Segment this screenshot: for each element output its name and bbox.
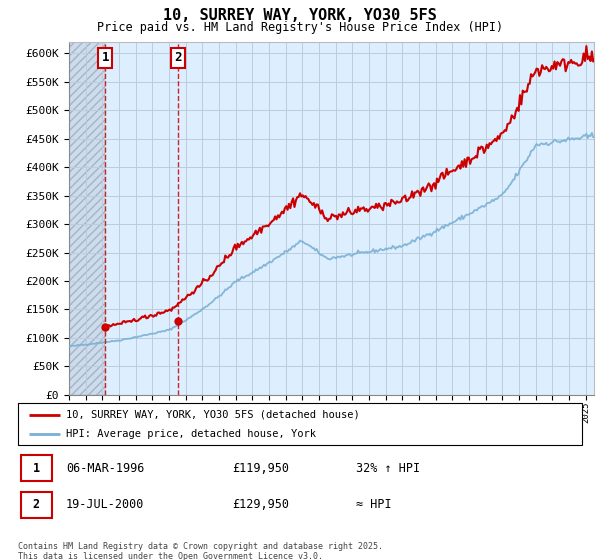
Text: 1: 1 bbox=[101, 52, 109, 64]
Text: 2: 2 bbox=[33, 498, 40, 511]
Text: 32% ↑ HPI: 32% ↑ HPI bbox=[356, 461, 421, 475]
FancyBboxPatch shape bbox=[21, 455, 52, 481]
Text: 2: 2 bbox=[175, 52, 182, 64]
FancyBboxPatch shape bbox=[21, 492, 52, 517]
Text: £129,950: £129,950 bbox=[232, 498, 289, 511]
Text: ≈ HPI: ≈ HPI bbox=[356, 498, 392, 511]
Text: HPI: Average price, detached house, York: HPI: Average price, detached house, York bbox=[66, 429, 316, 439]
Text: Price paid vs. HM Land Registry's House Price Index (HPI): Price paid vs. HM Land Registry's House … bbox=[97, 21, 503, 34]
FancyBboxPatch shape bbox=[18, 403, 582, 445]
Text: Contains HM Land Registry data © Crown copyright and database right 2025.
This d: Contains HM Land Registry data © Crown c… bbox=[18, 542, 383, 560]
Text: 19-JUL-2000: 19-JUL-2000 bbox=[66, 498, 145, 511]
Text: 10, SURREY WAY, YORK, YO30 5FS: 10, SURREY WAY, YORK, YO30 5FS bbox=[163, 8, 437, 24]
Text: 10, SURREY WAY, YORK, YO30 5FS (detached house): 10, SURREY WAY, YORK, YO30 5FS (detached… bbox=[66, 409, 359, 419]
Text: 06-MAR-1996: 06-MAR-1996 bbox=[66, 461, 145, 475]
Text: £119,950: £119,950 bbox=[232, 461, 289, 475]
Text: 1: 1 bbox=[33, 461, 40, 475]
Bar bbox=[69, 42, 106, 395]
